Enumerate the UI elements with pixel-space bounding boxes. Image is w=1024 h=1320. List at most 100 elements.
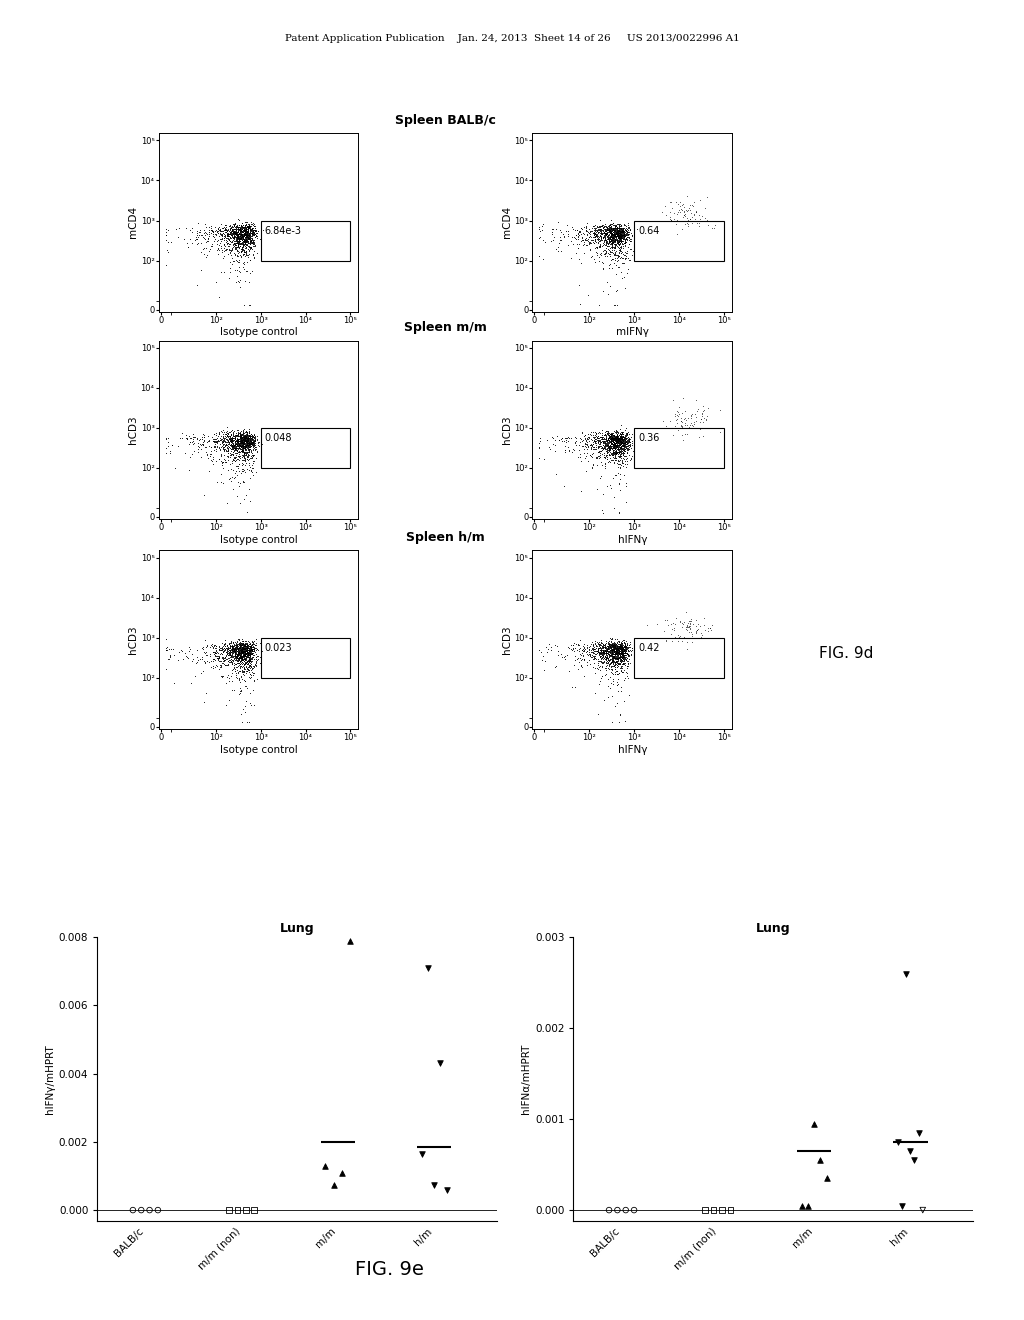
- Point: [609, 227, 626, 248]
- Point: [597, 421, 613, 442]
- Point: [209, 223, 225, 244]
- Point: [234, 661, 251, 682]
- Point: [233, 430, 250, 451]
- Point: [227, 222, 244, 243]
- Point: [607, 231, 624, 252]
- Point: [594, 223, 610, 244]
- Point: [611, 636, 628, 657]
- Point: [240, 445, 256, 466]
- Point: [231, 216, 248, 238]
- Point: [170, 436, 186, 457]
- Point: [674, 194, 690, 215]
- Point: [602, 226, 618, 247]
- Point: [242, 640, 258, 661]
- Point: [230, 218, 247, 239]
- Point: [243, 643, 259, 664]
- Point: [605, 429, 622, 450]
- Point: [217, 428, 233, 449]
- Point: [674, 630, 690, 651]
- Point: [566, 432, 583, 453]
- Point: [609, 428, 626, 449]
- Point: [233, 227, 250, 248]
- Point: [244, 648, 260, 669]
- Point: [238, 428, 254, 449]
- Point: [612, 215, 629, 236]
- Point: [213, 665, 229, 686]
- Point: [237, 234, 253, 255]
- Point: [219, 437, 236, 458]
- Point: [240, 437, 256, 458]
- Point: [240, 425, 256, 446]
- Point: [234, 648, 251, 669]
- Point: [611, 220, 628, 242]
- Point: [610, 228, 627, 249]
- Point: [239, 226, 255, 247]
- Point: [607, 215, 624, 236]
- Point: [233, 648, 250, 669]
- Point: [609, 638, 626, 659]
- Point: [238, 220, 254, 242]
- Point: [223, 428, 240, 449]
- Point: [601, 428, 617, 449]
- Point: [604, 627, 621, 648]
- Point: [617, 424, 634, 445]
- Point: [246, 638, 262, 659]
- Point: [603, 231, 620, 252]
- Point: [598, 642, 614, 663]
- Point: [237, 430, 253, 451]
- Point: [236, 220, 252, 242]
- Point: [597, 453, 613, 474]
- Point: [227, 236, 244, 257]
- Point: [238, 428, 254, 449]
- Point: [607, 444, 624, 465]
- Point: [613, 421, 630, 442]
- Point: [233, 643, 250, 664]
- Point: [601, 440, 617, 461]
- Point: [242, 440, 258, 461]
- Point: [217, 240, 233, 261]
- Point: [592, 634, 608, 655]
- Point: [613, 643, 630, 664]
- Point: [615, 222, 632, 243]
- Point: [233, 424, 250, 445]
- Point: [231, 425, 248, 446]
- Point: [226, 223, 243, 244]
- Point: [240, 430, 256, 451]
- Point: [230, 635, 247, 656]
- Point: [588, 226, 604, 247]
- Point: [607, 644, 624, 665]
- Point: [241, 236, 257, 257]
- Point: [178, 645, 195, 667]
- Point: [611, 214, 628, 235]
- Point: [608, 647, 625, 668]
- Point: [589, 426, 605, 447]
- Point: [602, 478, 618, 499]
- Point: [227, 635, 244, 656]
- Point: [239, 639, 255, 660]
- Point: [210, 223, 226, 244]
- Point: [236, 644, 252, 665]
- Point: [613, 432, 630, 453]
- Point: [677, 203, 693, 224]
- Point: [617, 230, 634, 251]
- Point: [671, 627, 687, 648]
- Point: [233, 216, 250, 238]
- Point: [234, 446, 251, 467]
- Point: [236, 216, 252, 238]
- Point: [606, 433, 623, 454]
- Point: [670, 211, 686, 232]
- Point: [207, 643, 223, 664]
- Point: [242, 638, 258, 659]
- Point: [590, 640, 606, 661]
- Point: [614, 642, 631, 663]
- Point: [599, 434, 615, 455]
- Point: [591, 634, 607, 655]
- Point: [234, 441, 251, 462]
- Point: [601, 426, 617, 447]
- Point: [237, 220, 253, 242]
- Point: [614, 432, 631, 453]
- Point: [241, 647, 257, 668]
- Point: [238, 638, 254, 659]
- Point: [589, 216, 605, 238]
- Point: [609, 224, 626, 246]
